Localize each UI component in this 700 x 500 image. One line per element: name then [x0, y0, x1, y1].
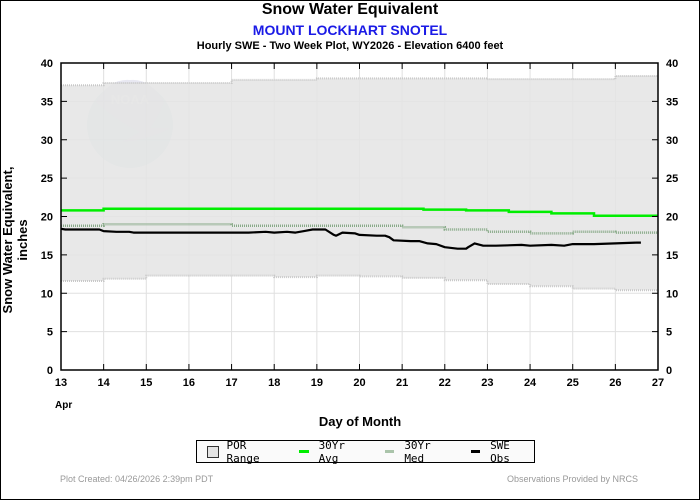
x-tick-label: 15 [140, 377, 152, 389]
plot-created-note: Plot Created: 04/26/2026 2:39pm PDT [60, 474, 214, 484]
chart-subtitle: Hourly SWE - Two Week Plot, WY2026 - Ele… [196, 40, 504, 52]
legend-item-swe-obs: SWE Obs [470, 438, 534, 465]
y-tick-label-right: 5 [666, 327, 672, 339]
legend-swatch-por-range [207, 445, 219, 458]
series-group [60, 75, 658, 292]
legend-item-30yr-avg: 30Yr Avg [299, 439, 369, 465]
legend: POR Range 30Yr Avg 30Yr Med SWE Obs [196, 438, 535, 465]
x-tick-label: 13 [55, 377, 67, 389]
y-tick-label-left: 20 [41, 212, 53, 224]
x-tick-label: 16 [183, 377, 195, 389]
y-tick-label-left: 15 [41, 250, 53, 262]
y-tick-label-right: 40 [666, 58, 678, 70]
legend-swatch-30yr-med [384, 450, 395, 453]
x-tick-label: 19 [311, 377, 323, 389]
y-tick-label-right: 35 [666, 96, 678, 108]
x-tick-label: 14 [98, 377, 111, 389]
x-tick-label: 26 [609, 377, 621, 389]
legend-label-30yr-med: 30Yr Med [404, 438, 431, 465]
legend-item-30yr-med: 30Yr Med [384, 438, 455, 465]
y-tick-label-left: 40 [41, 58, 53, 70]
x-tick-label: 23 [481, 377, 493, 389]
x-tick-label: 25 [567, 377, 579, 389]
series-swe-obs [60, 227, 641, 250]
y-tick-label-right: 25 [666, 173, 678, 185]
y-tick-label-left: 0 [47, 365, 53, 377]
legend-swatch-swe-obs [470, 450, 481, 453]
x-tick-label: 24 [524, 377, 537, 389]
y-tick-label-right: 15 [666, 250, 678, 262]
y-tick-label-right: 10 [666, 288, 678, 300]
y-tick-label-left: 10 [41, 288, 53, 300]
y-tick-label-right: 20 [666, 212, 678, 224]
y-tick-label-left: 5 [47, 327, 53, 339]
chart-title: Snow Water Equivalent [261, 1, 439, 18]
por-max-line [61, 75, 658, 87]
por-min-line [61, 274, 658, 292]
y-tick-label-right: 30 [666, 135, 678, 147]
x-tick-label: 20 [353, 377, 365, 389]
legend-label-por-range: POR Range [226, 438, 260, 465]
legend-item-por-range: POR Range [207, 439, 283, 465]
legend-label-swe-obs: SWE Obs [490, 438, 510, 465]
x-axis-month-label: Apr [55, 400, 73, 411]
x-tick-label: 18 [268, 377, 280, 389]
y-axis-label: Snow Water Equivalent, inches [0, 166, 30, 314]
x-tick-label: 17 [225, 377, 237, 389]
legend-swatch-30yr-avg [299, 450, 309, 453]
y-tick-label-right: 0 [666, 365, 672, 377]
x-tick-label: 22 [439, 377, 451, 389]
axes: 13 14 15 16 17 18 19 20 21 22 23 24 25 26 270 05 510 1015… [41, 58, 679, 389]
x-tick-label: 21 [396, 377, 408, 389]
x-tick-label: 27 [652, 377, 664, 389]
y-tick-label-left: 35 [41, 96, 53, 108]
por-range-band [61, 76, 658, 291]
station-name: MOUNT LOCKHART SNOTEL [252, 22, 448, 38]
series-30yr-med [61, 222, 658, 235]
y-tick-label-left: 30 [41, 135, 53, 147]
series-30yr-avg [61, 207, 658, 217]
x-axis-label: Day of Month [318, 414, 402, 429]
legend-label-30yr-avg: 30Yr Avg [318, 438, 346, 465]
y-tick-label-left: 25 [41, 173, 53, 185]
data-provider-note: Observations Provided by NRCS [506, 474, 638, 484]
